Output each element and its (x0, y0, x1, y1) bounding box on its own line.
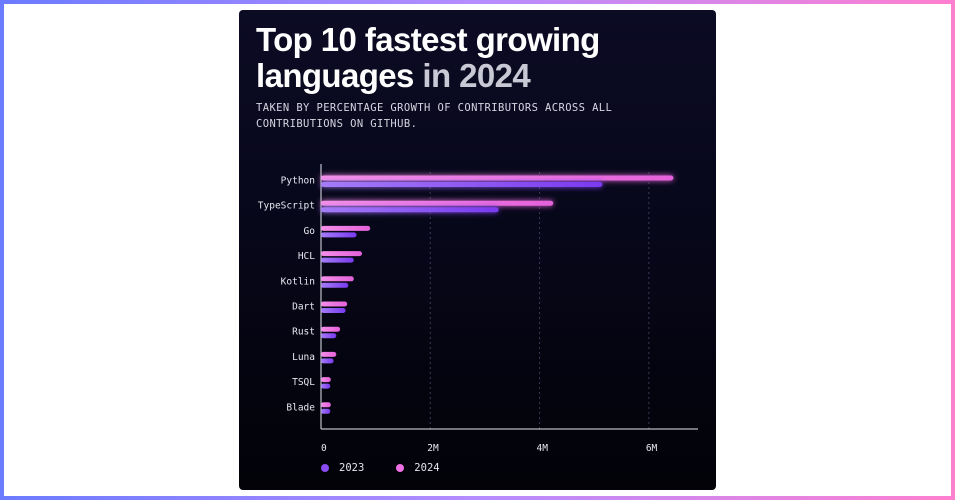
bar-2023-typescript (321, 207, 499, 213)
bar-2024-rust (321, 326, 341, 332)
category-label-go: Go (304, 226, 316, 237)
bar-2024-hcl (321, 251, 362, 257)
chart-title: Top 10 fastest growing languages in 2024 (256, 22, 696, 94)
chart-card: Top 10 fastest growing languages in 2024… (239, 10, 716, 490)
title-accent: in 2024 (422, 57, 531, 94)
category-label-typescript: TypeScript (258, 201, 315, 212)
bar-2023-python (321, 182, 603, 187)
category-labels: Python TypeScript Go HCL Kotlin Dart Rust Luna T… (258, 176, 315, 414)
legend: 2023 2024 (321, 462, 440, 474)
bar-2023-luna (321, 358, 334, 364)
category-label-rust: Rust (292, 327, 315, 338)
legend-label-2023: 2023 (339, 462, 365, 474)
bar-2024-luna (321, 351, 337, 357)
bar-2023-kotlin (321, 282, 349, 288)
bar-2024-go (321, 225, 371, 231)
bars (321, 175, 674, 414)
axes (320, 164, 698, 430)
category-label-tsql: TSQL (292, 377, 315, 388)
bar-2024-kotlin (321, 276, 354, 282)
title-main: Top 10 fastest growing languages (256, 21, 600, 94)
bar-2024-dart (321, 301, 348, 307)
legend-item-2023[interactable]: 2023 (321, 462, 364, 474)
bar-2023-tsql (321, 383, 331, 389)
category-label-dart: Dart (292, 302, 315, 313)
category-label-luna: Luna (292, 352, 315, 363)
bar-2024-tsql (321, 377, 331, 383)
category-label-kotlin: Kotlin (281, 276, 315, 287)
x-tick-label-0: 0 (321, 443, 327, 454)
bar-2023-dart (321, 308, 346, 313)
bar-2024-blade (321, 402, 331, 408)
bar-2023-blade (321, 408, 331, 414)
legend-item-2024[interactable]: 2024 (396, 462, 440, 474)
bar-2023-hcl (321, 257, 354, 263)
bar-2024-python (321, 175, 674, 181)
chart-subtitle: TAKEN BY PERCENTAGE GROWTH OF CONTRIBUTO… (256, 102, 613, 130)
category-label-python: Python (281, 176, 315, 187)
category-label-hcl: HCL (298, 251, 315, 262)
bar-chart: Python TypeScript Go HCL Kotlin Dart Rust Luna T… (258, 164, 698, 454)
legend-label-2024: 2024 (414, 462, 440, 474)
x-tick-label-2M: 2M (427, 443, 439, 454)
x-tick-label-4M: 4M (537, 443, 549, 454)
tick-labels: 0 2M 4M 6M (321, 443, 658, 454)
legend-dot-2024 (396, 464, 405, 472)
bar-2024-typescript (321, 200, 554, 206)
category-label-blade: Blade (286, 402, 315, 413)
bar-2023-rust (321, 333, 337, 339)
legend-dot-2023 (321, 464, 329, 472)
bar-2023-go (321, 232, 357, 238)
x-tick-label-6M: 6M (646, 443, 658, 454)
